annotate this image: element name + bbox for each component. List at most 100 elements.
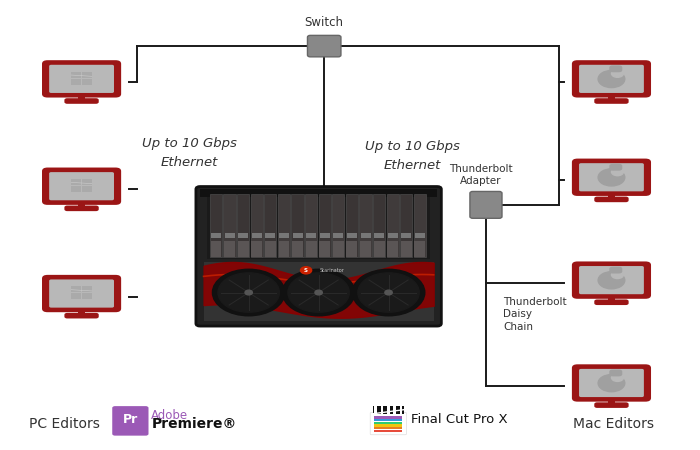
Bar (225, 233, 235, 238)
FancyBboxPatch shape (609, 164, 622, 171)
FancyBboxPatch shape (82, 286, 92, 292)
Bar (608, 192, 615, 198)
Bar (393, 406, 396, 414)
FancyBboxPatch shape (64, 313, 99, 319)
Circle shape (315, 290, 322, 295)
FancyBboxPatch shape (71, 293, 81, 299)
Bar (293, 233, 302, 238)
Bar (238, 241, 248, 257)
FancyBboxPatch shape (49, 172, 114, 200)
Bar (333, 233, 344, 238)
Bar (279, 233, 289, 238)
FancyBboxPatch shape (572, 364, 651, 402)
FancyBboxPatch shape (71, 179, 81, 185)
Circle shape (385, 290, 392, 295)
Circle shape (212, 269, 285, 316)
Bar (374, 241, 384, 257)
FancyBboxPatch shape (594, 299, 629, 305)
Bar (252, 233, 262, 238)
Bar (414, 241, 426, 257)
Bar (400, 194, 412, 257)
Circle shape (300, 267, 312, 274)
Text: Thunderbolt
Adapter: Thunderbolt Adapter (449, 164, 512, 186)
FancyBboxPatch shape (82, 293, 92, 299)
FancyBboxPatch shape (64, 206, 99, 211)
Bar (224, 241, 235, 257)
Bar (374, 427, 402, 429)
FancyBboxPatch shape (579, 369, 644, 397)
Bar (381, 406, 384, 414)
Bar (251, 194, 263, 257)
FancyBboxPatch shape (82, 72, 92, 78)
Circle shape (612, 70, 624, 77)
Bar (374, 406, 377, 414)
Bar (414, 194, 426, 257)
Bar (347, 233, 357, 238)
Bar (388, 233, 398, 238)
Bar (346, 194, 358, 257)
Bar (278, 194, 290, 257)
Circle shape (245, 290, 253, 295)
Text: Pr: Pr (122, 413, 138, 426)
Bar (318, 194, 331, 257)
Bar (608, 94, 615, 100)
FancyBboxPatch shape (71, 186, 81, 192)
Circle shape (282, 269, 355, 316)
Bar (320, 233, 330, 238)
FancyBboxPatch shape (370, 412, 407, 435)
Bar (608, 398, 615, 404)
Bar (374, 424, 402, 427)
Text: Thunderbolt
Daisy
Chain: Thunderbolt Daisy Chain (503, 297, 567, 332)
FancyBboxPatch shape (82, 79, 92, 85)
Circle shape (352, 269, 425, 316)
Bar (374, 422, 402, 424)
Bar (373, 406, 404, 414)
Bar (306, 241, 316, 257)
Text: Starinator: Starinator (320, 268, 345, 273)
Text: Switch: Switch (304, 16, 344, 29)
Bar (374, 419, 402, 421)
Bar (332, 194, 344, 257)
Text: Adobe: Adobe (151, 410, 188, 423)
Bar (265, 241, 276, 257)
Circle shape (612, 168, 624, 176)
Text: Up to 10 Gbps
Ethernet: Up to 10 Gbps Ethernet (142, 137, 237, 170)
FancyBboxPatch shape (572, 261, 651, 299)
FancyBboxPatch shape (594, 197, 629, 202)
Bar (333, 241, 344, 257)
FancyBboxPatch shape (112, 406, 148, 436)
Bar (200, 189, 438, 197)
FancyBboxPatch shape (609, 65, 622, 72)
FancyBboxPatch shape (609, 369, 622, 376)
Bar (360, 233, 370, 238)
Bar (401, 241, 412, 257)
Circle shape (288, 273, 349, 312)
FancyBboxPatch shape (64, 98, 99, 104)
Bar (374, 430, 402, 432)
FancyBboxPatch shape (49, 65, 114, 93)
FancyBboxPatch shape (307, 36, 341, 57)
Bar (78, 309, 85, 315)
Bar (238, 233, 248, 238)
Bar (237, 194, 249, 257)
Bar (359, 194, 372, 257)
Bar (78, 94, 85, 100)
Circle shape (598, 71, 625, 88)
Bar (360, 241, 371, 257)
Bar (387, 241, 398, 257)
FancyBboxPatch shape (579, 163, 644, 191)
Text: Final Cut Pro X: Final Cut Pro X (411, 413, 508, 426)
FancyBboxPatch shape (42, 60, 121, 98)
Bar (387, 406, 390, 414)
Bar (264, 194, 276, 257)
Bar (400, 406, 402, 414)
Bar (305, 194, 317, 257)
FancyBboxPatch shape (579, 266, 644, 294)
Circle shape (598, 374, 625, 392)
Bar (319, 241, 330, 257)
FancyBboxPatch shape (49, 279, 114, 308)
FancyBboxPatch shape (609, 267, 622, 274)
Bar (291, 194, 304, 257)
Bar (373, 194, 385, 257)
Text: Mac Editors: Mac Editors (573, 417, 654, 431)
